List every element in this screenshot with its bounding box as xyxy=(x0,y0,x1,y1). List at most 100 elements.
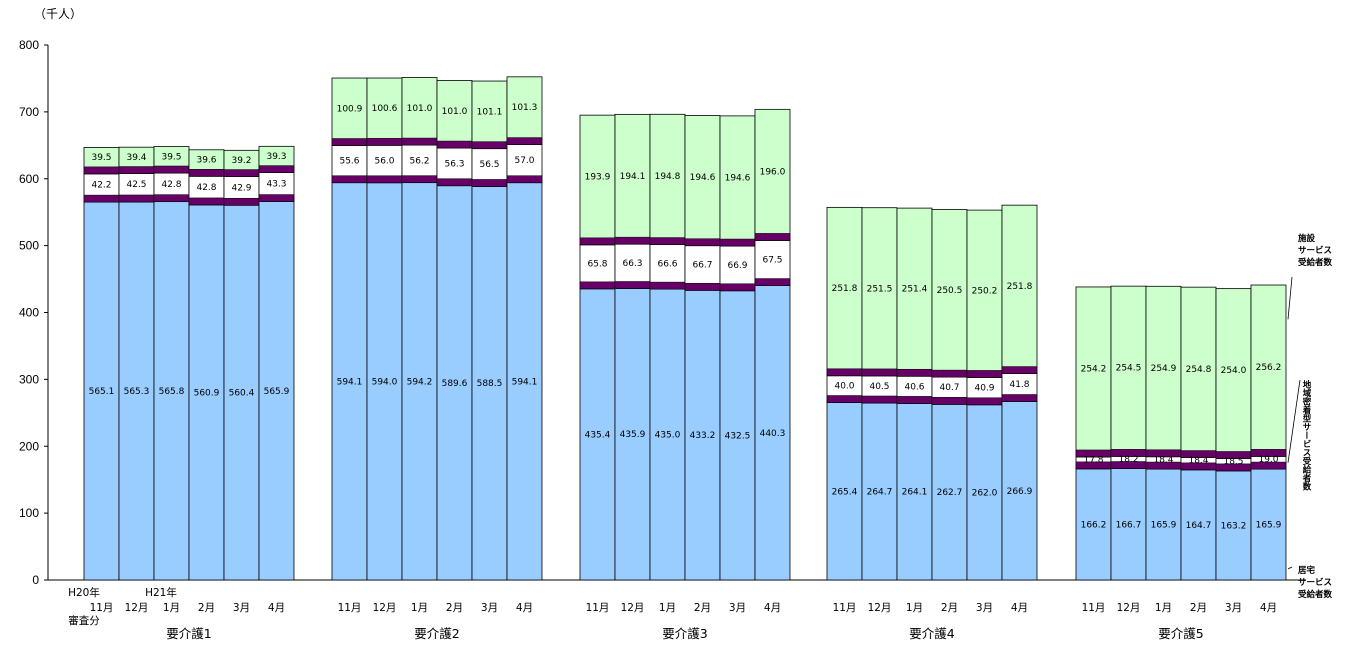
y-tick-label: 300 xyxy=(19,372,39,386)
value-label-home: 165.9 xyxy=(1256,521,1282,531)
value-label-home: 565.3 xyxy=(124,387,150,397)
value-label-home: 264.1 xyxy=(902,488,928,498)
x-category-label: 1月 xyxy=(906,602,923,614)
bar-facility xyxy=(471,80,508,150)
value-label-community: 40.0 xyxy=(834,382,854,392)
bar-community-band xyxy=(1250,461,1287,470)
x-category-label: 12月 xyxy=(621,602,645,614)
bar-facility-band xyxy=(719,238,756,247)
bar-facility xyxy=(506,76,543,145)
bar-facility-band xyxy=(649,237,686,245)
y-tick-label: 600 xyxy=(19,172,39,186)
bar-home xyxy=(83,201,120,581)
bar-community-band xyxy=(684,283,721,291)
bar-facility-band xyxy=(966,370,1003,378)
x-category-label: 1月 xyxy=(163,602,180,614)
bar-home xyxy=(826,402,863,581)
bar-facility xyxy=(649,113,686,245)
bar-community-band xyxy=(614,281,651,289)
group-label: 要介護5 xyxy=(1158,626,1203,641)
value-label-facility: 39.2 xyxy=(231,156,251,166)
bar-facility-band xyxy=(471,141,508,149)
value-label-home: 560.9 xyxy=(194,388,220,398)
bar-community xyxy=(579,244,616,290)
bar-facility-band xyxy=(754,233,791,241)
x-category-label: 3月 xyxy=(1225,602,1242,614)
x-category-label: 12月 xyxy=(868,602,892,614)
bar-community-band xyxy=(1001,394,1038,402)
bar-facility xyxy=(1250,284,1287,457)
value-label-community: 42.2 xyxy=(91,180,111,190)
bar-community-band xyxy=(931,397,968,405)
bar-home xyxy=(754,285,791,581)
group-label: 要介護2 xyxy=(414,626,459,641)
bar-community-band xyxy=(258,194,295,202)
value-label-facility: 39.4 xyxy=(126,153,146,163)
year-label-h21: H21年 xyxy=(145,586,177,599)
value-label-home: 262.0 xyxy=(972,488,998,498)
bar-community-band xyxy=(83,194,120,203)
value-label-facility: 254.9 xyxy=(1151,364,1177,374)
bar-facility xyxy=(1001,204,1038,374)
x-category-label: 2月 xyxy=(941,602,958,614)
bar-community-band xyxy=(223,197,260,206)
value-label-home: 565.8 xyxy=(159,387,185,397)
value-label-community: 40.7 xyxy=(939,383,959,393)
bar-community-band xyxy=(366,175,403,184)
x-category-label: 2月 xyxy=(198,602,215,614)
series-label-text: 地域密着型サービス受給者数 xyxy=(1301,379,1312,491)
bar-facility xyxy=(579,114,616,246)
value-label-home: 266.9 xyxy=(1007,487,1033,497)
bar-facility-band xyxy=(614,236,651,245)
y-tick-label: 100 xyxy=(19,506,39,520)
bar-facility-band xyxy=(188,169,225,177)
x-category-label: 11月 xyxy=(338,602,362,614)
value-label-community: 18.2 xyxy=(1118,455,1138,465)
bar-facility-band xyxy=(366,138,403,146)
bar-community-band xyxy=(966,397,1003,406)
bar-home xyxy=(153,201,190,581)
y-tick-label: 0 xyxy=(32,573,39,587)
bar-home xyxy=(1075,468,1112,581)
bar-community xyxy=(614,243,651,289)
bar-facility-band xyxy=(896,368,933,377)
series-label-line: 受給者数 xyxy=(1298,589,1333,600)
value-label-home: 594.1 xyxy=(337,377,363,387)
bar-facility xyxy=(826,206,863,377)
bar-home xyxy=(966,404,1003,581)
x-category-label: 3月 xyxy=(481,602,498,614)
year-label-h20: H20年 xyxy=(68,586,100,599)
bar-community-band xyxy=(719,283,756,292)
bar-facility xyxy=(436,80,473,149)
x-category-label: 12月 xyxy=(1117,602,1141,614)
value-label-community: 17.8 xyxy=(1083,455,1103,465)
bar-community-band xyxy=(436,178,473,186)
bar-community-band xyxy=(579,281,616,290)
value-label-community: 67.5 xyxy=(762,255,782,265)
value-label-community: 42.8 xyxy=(196,183,216,193)
x-category-label: 2月 xyxy=(1190,602,1207,614)
bar-home xyxy=(118,201,155,581)
bar-community-band xyxy=(754,278,791,286)
bar-facility xyxy=(1075,286,1112,458)
value-label-community: 43.3 xyxy=(266,180,286,190)
value-label-facility: 39.3 xyxy=(266,152,286,162)
bar-home xyxy=(861,402,898,581)
bar-home xyxy=(331,182,368,581)
value-label-home: 565.1 xyxy=(89,387,115,397)
bar-home xyxy=(1001,401,1038,581)
bar-facility xyxy=(1145,285,1182,458)
x-category-label: 1月 xyxy=(1155,602,1172,614)
bar-facility-band xyxy=(223,169,260,177)
x-category-label: 3月 xyxy=(729,602,746,614)
value-label-home: 594.2 xyxy=(407,377,433,387)
bar-facility xyxy=(1215,288,1252,459)
value-label-facility: 101.0 xyxy=(442,107,468,117)
bar-facility xyxy=(719,115,756,247)
value-label-community: 56.0 xyxy=(374,157,394,167)
bar-facility xyxy=(754,108,791,241)
bar-home xyxy=(719,290,756,581)
value-label-home: 165.9 xyxy=(1151,521,1177,531)
group-label: 要介護4 xyxy=(909,626,955,641)
